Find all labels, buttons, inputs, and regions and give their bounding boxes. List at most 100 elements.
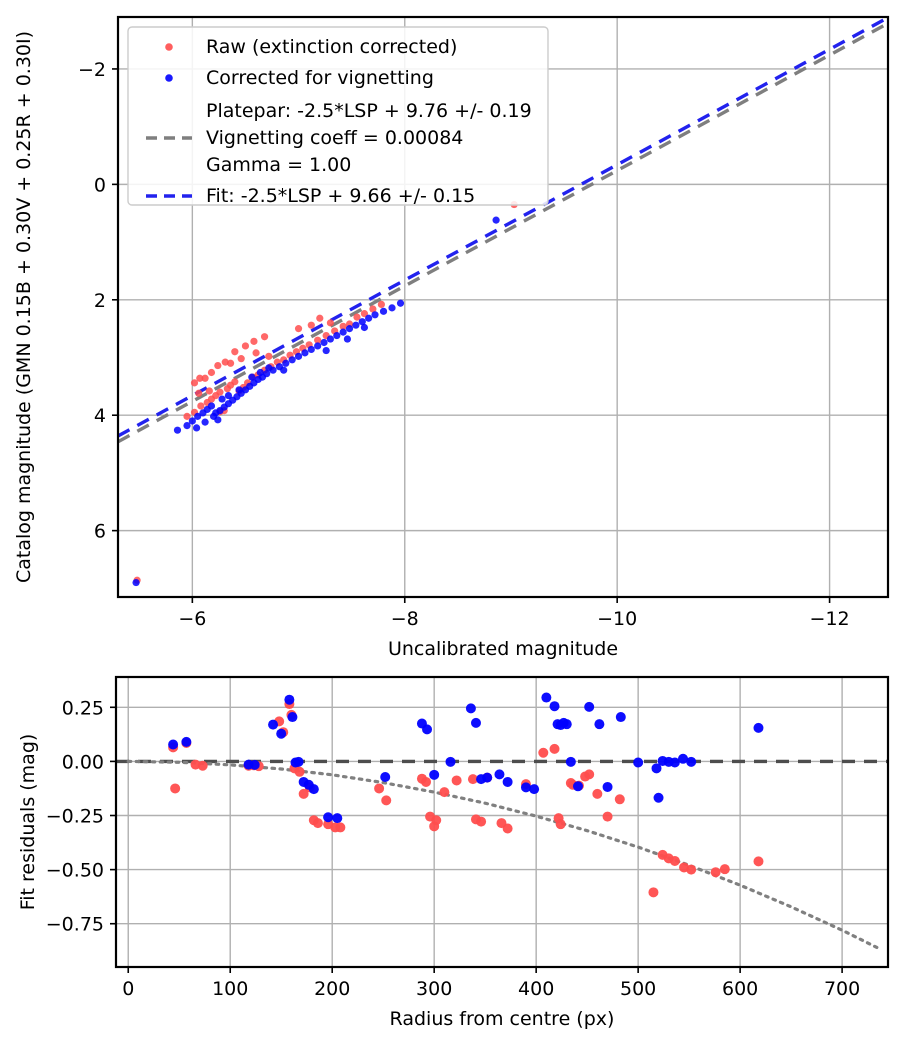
data-point [326,319,335,327]
data-point [374,783,385,794]
series-corrected [132,216,500,587]
data-point [256,368,264,377]
xtick-label: −6 [178,608,206,630]
data-point [614,794,625,805]
data-point [465,703,476,714]
data-point [549,743,560,754]
data-point [377,300,385,308]
data-point [710,867,721,878]
data-point [332,813,343,824]
xtick-label: 400 [518,978,554,1000]
ytick-label: 0.00 [62,751,104,773]
data-point [197,760,208,771]
data-point [209,412,218,420]
data-point [201,374,209,382]
data-point [678,753,689,764]
data-point [360,323,368,332]
axes-fit-residuals: 0 100 200 300 400 500 600 700 0.25 0.00 −0.25 −0.50… [17,675,890,1030]
data-point [268,719,279,730]
data-point [201,418,209,426]
data-point [207,402,216,410]
xtick-label: 300 [416,978,452,1000]
data-point [323,812,334,823]
data-point [265,364,273,372]
data-point [248,373,256,381]
data-point [260,333,269,341]
data-point [326,335,335,343]
data-point [282,359,290,367]
xtick-label: 500 [620,978,656,1000]
data-point [183,412,191,420]
x-axis-label: Radius from centre (px) [390,1008,615,1030]
data-point [492,216,500,224]
data-point [520,782,531,793]
data-point [250,337,258,345]
data-point [669,757,680,768]
data-point [218,395,226,403]
legend-label: Gamma = 1.00 [206,154,351,176]
data-point [422,724,433,735]
data-point [584,701,595,712]
axes-frame [114,675,890,969]
ytick-label: −2 [78,59,106,81]
legend-label: Fit: -2.5*LSP + 9.66 +/- 0.15 [206,185,475,207]
data-point [333,331,341,340]
data-point [686,864,697,875]
data-point [669,855,680,866]
data-point [529,784,540,795]
data-point [312,818,323,829]
data-point [231,348,239,356]
data-point [343,335,352,343]
data-point [194,412,202,420]
data-point [451,775,462,786]
data-point [753,722,764,733]
data-point [190,379,199,387]
data-point [429,821,440,832]
data-point [561,719,572,730]
data-point [653,792,664,803]
data-point [467,774,478,785]
data-point [494,769,505,780]
axes-frame [116,15,890,599]
data-point [252,349,260,357]
data-point [263,370,271,378]
data-point [170,783,181,794]
data-point [249,759,260,770]
data-point [502,823,513,834]
data-layer [116,692,888,950]
data-point [358,318,366,326]
data-point [594,719,605,730]
ytick-label: 0 [94,174,106,196]
data-point [445,756,456,767]
data-point [538,747,549,758]
data-point [284,694,295,705]
data-point [353,313,361,321]
xtick-label: −12 [810,608,850,630]
data-point [339,322,347,330]
data-point [470,717,481,728]
data-point [429,769,440,780]
curve-vignetting-model-curve [126,759,880,950]
legend-label: Vignetting coeff = 0.00084 [206,127,463,149]
data-point [237,355,245,363]
xtick-label: −8 [391,608,419,630]
data-point [381,795,392,806]
data-point [216,388,224,396]
data-point [541,692,552,703]
series-raw [168,699,764,898]
ytick-label: 6 [94,521,106,543]
y-axis-label: Catalog magnitude (GMN 0.15B + 0.30V + 0… [13,31,35,583]
data-point [648,887,659,898]
xtick-label: 700 [824,978,860,1000]
legend-marker-dot [165,43,173,51]
ytick-label: −0.75 [46,914,104,936]
ytick-label: 0.25 [62,697,104,719]
data-point [265,352,273,360]
data-point [322,346,330,355]
data-point [565,756,576,767]
data-point [369,305,377,313]
data-point [307,321,315,329]
data-point [168,739,179,750]
data-point [686,756,697,767]
series-corrected [168,692,764,824]
